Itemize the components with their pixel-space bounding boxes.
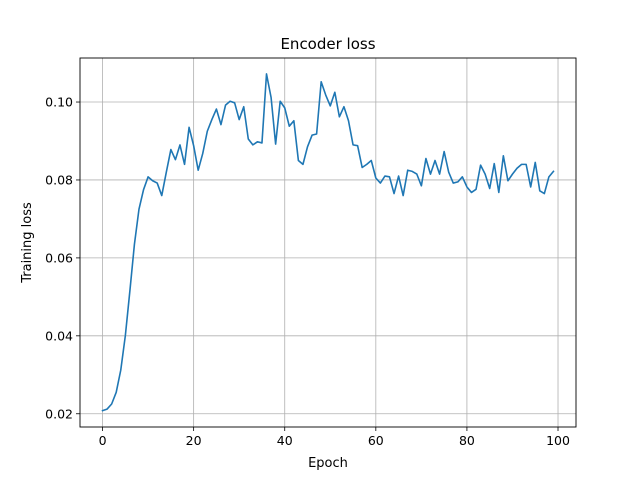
- y-axis-ticks: 0.02 0.04 0.06 0.08 0.10: [45, 95, 80, 421]
- chart-title: Encoder loss: [280, 35, 375, 53]
- series-layer: [101, 73, 555, 412]
- x-tick-label: 60: [368, 433, 384, 448]
- x-tick-label: 40: [277, 433, 293, 448]
- y-tick-label: 0.08: [45, 172, 73, 187]
- y-tick-label: 0.10: [45, 95, 73, 110]
- y-axis-label: Training loss: [20, 202, 35, 284]
- plot-frame: [79, 57, 577, 428]
- x-axis-ticks: 0 20 40 60 80 100: [99, 427, 570, 448]
- y-tick-label: 0.04: [45, 328, 73, 343]
- y-tick-label: 0.06: [45, 250, 73, 265]
- x-tick-label: 0: [99, 433, 107, 448]
- x-axis-label: Epoch: [308, 456, 348, 471]
- y-tick-label: 0.02: [45, 406, 73, 421]
- series-line: [101, 73, 555, 412]
- x-tick-label: 80: [459, 433, 475, 448]
- grid-lines: [80, 58, 576, 427]
- x-tick-label: 100: [546, 433, 570, 448]
- x-tick-label: 20: [186, 433, 202, 448]
